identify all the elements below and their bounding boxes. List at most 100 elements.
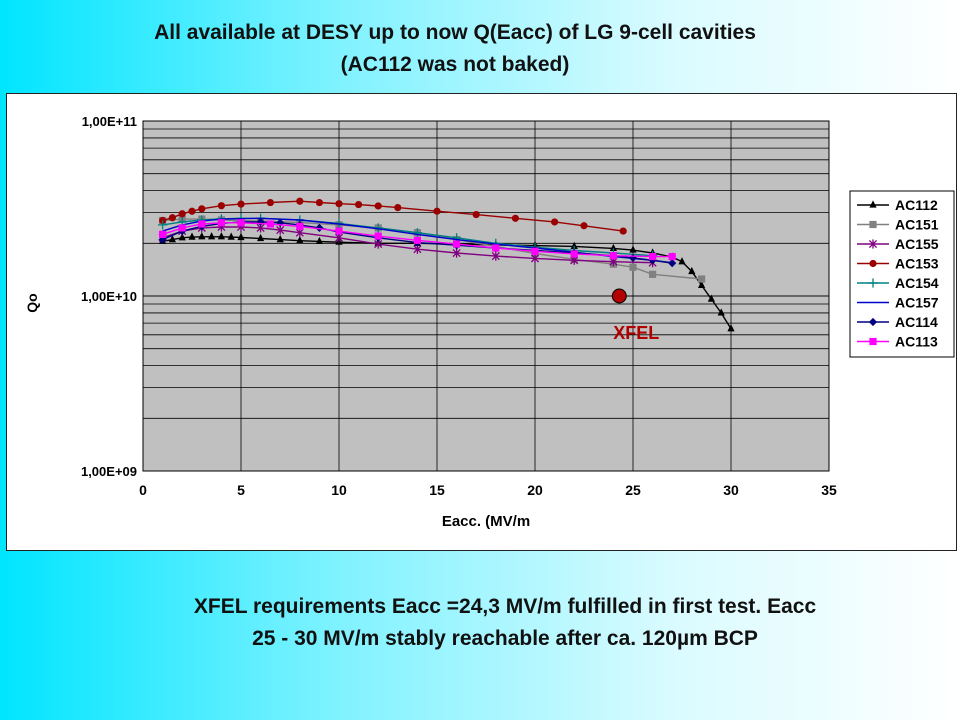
slide-title: All available at DESY up to now Q(Eacc) …	[154, 21, 756, 44]
series-ac113-point	[159, 230, 167, 238]
q-vs-eacc-chart: 0 5 10 15 20 25 30 35 1,00E+09 1,00E+10 1,00E+11 Ea…	[24, 114, 955, 530]
series-ac153-point	[178, 210, 186, 218]
series-ac112-point	[629, 245, 637, 253]
series-ac155-point	[530, 253, 540, 264]
series-ac113-point	[453, 240, 461, 248]
legend-label: AC114	[895, 314, 938, 330]
xfel-marker	[611, 288, 627, 304]
x-tick-label: 15	[429, 482, 445, 498]
series-ac153-point	[168, 214, 176, 222]
series-ac153-point	[355, 200, 363, 209]
legend-label: AC112	[895, 197, 938, 213]
footer-line-2: 25 - 30 MV/m stably reachable after ca. …	[252, 627, 758, 650]
legend-label: AC153	[895, 256, 939, 272]
series-ac112-point	[678, 257, 686, 265]
legend-marker	[869, 220, 877, 229]
legend-entry-ac153: AC153	[857, 256, 939, 272]
legend-marker	[868, 278, 878, 288]
legend-marker	[869, 259, 877, 268]
legend-box	[849, 190, 955, 358]
series-ac153-point	[374, 202, 382, 210]
y-tick-label: 1,00E+10	[81, 289, 137, 304]
series-ac113-point	[237, 219, 245, 227]
series-ac112-point	[168, 235, 176, 243]
series-ac114-point	[315, 223, 324, 232]
x-tick-label: 0	[139, 482, 147, 498]
series-ac112-point	[315, 236, 323, 245]
series-ac153-point	[580, 222, 588, 230]
legend-entry-ac151: AC151	[857, 217, 939, 233]
series-ac155-point	[276, 225, 285, 235]
series-ac113-point	[570, 250, 578, 258]
series-ac112-point	[227, 232, 235, 240]
series-ac113-point	[492, 244, 500, 252]
legend-entry-ac155: AC155	[857, 236, 939, 252]
series-ac112-point	[276, 235, 284, 243]
series-ac153-point	[433, 207, 441, 215]
series-ac153-point	[472, 210, 480, 219]
series-ac153-point	[619, 227, 627, 235]
x-axis-label: Eacc. (MV/m	[442, 513, 530, 530]
series-ac113-point	[531, 247, 539, 255]
x-tick-label: 30	[723, 482, 739, 498]
series-ac153-point	[511, 214, 519, 222]
series-ac112-point	[707, 294, 715, 302]
legend-marker	[869, 200, 877, 208]
series-ac112-point	[188, 232, 196, 240]
y-tick-label: 1,00E+11	[82, 114, 137, 129]
x-tick-label: 5	[237, 482, 245, 498]
legend-entry-ac114: AC114	[857, 314, 938, 330]
series-ac153-point	[296, 197, 304, 205]
series-ac112-point	[198, 232, 206, 240]
series-ac151-point	[649, 270, 657, 278]
series-ac112-point	[296, 236, 304, 244]
series-ac113-point	[335, 227, 343, 235]
legend-entry-ac113: AC113	[857, 334, 938, 350]
series-ac113-point	[413, 236, 421, 244]
series-ac153	[159, 197, 627, 235]
series-ac112-point	[609, 243, 617, 252]
legend-label: AC155	[895, 236, 939, 252]
series-ac151-point	[629, 263, 637, 271]
series-ac113	[159, 219, 676, 261]
legend-entry-ac112: AC112	[857, 197, 938, 213]
x-tick-label: 35	[821, 482, 837, 498]
series-ac112-point	[237, 232, 245, 241]
legend-marker	[868, 317, 878, 327]
legend-marker	[869, 337, 877, 346]
series-ac153-point	[237, 200, 245, 208]
series-ac113-point	[198, 220, 206, 228]
legend-label: AC113	[895, 334, 938, 350]
series-ac155-point	[452, 248, 461, 258]
legend-label: AC151	[895, 217, 939, 233]
series-ac112-point	[178, 233, 186, 241]
series-ac151-point	[698, 275, 706, 283]
series-ac112-point	[727, 324, 735, 332]
series-ac113-point	[296, 222, 304, 230]
legend-entry-ac154: AC154	[857, 275, 939, 291]
slide-subtitle: (AC112 was not baked)	[340, 53, 570, 76]
chart-frame: 0 5 10 15 20 25 30 35 1,00E+09 1,00E+10 1,00E+11 Ea…	[6, 93, 957, 551]
series-ac153-point	[217, 202, 225, 210]
series-ac112-point	[570, 241, 578, 250]
y-tick-label: 1,00E+09	[81, 464, 137, 479]
series-ac112-point	[688, 266, 696, 275]
x-tick-label: 10	[331, 482, 347, 498]
x-tick-label: 20	[527, 482, 543, 498]
series-ac153-point	[551, 218, 559, 226]
series-ac113-point	[266, 220, 274, 228]
series-ac113-point	[178, 224, 186, 232]
xfel-label: XFEL	[613, 323, 659, 343]
series-ac112-point	[698, 280, 706, 288]
series-ac112-point	[257, 233, 265, 242]
x-tick-label: 25	[625, 482, 641, 498]
series-ac154-point	[412, 228, 422, 238]
series-ac113-point	[649, 252, 657, 261]
legend-entry-ac157: AC157	[857, 295, 939, 311]
series-ac113-point	[374, 232, 382, 240]
series-ac113-point	[668, 252, 676, 261]
footer-line-1: XFEL requirements Eacc =24,3 MV/m fulfil…	[193, 595, 817, 618]
series-ac113-point	[609, 252, 617, 260]
series-ac153-point	[394, 203, 402, 212]
y-axis-label: Qo	[24, 293, 40, 312]
